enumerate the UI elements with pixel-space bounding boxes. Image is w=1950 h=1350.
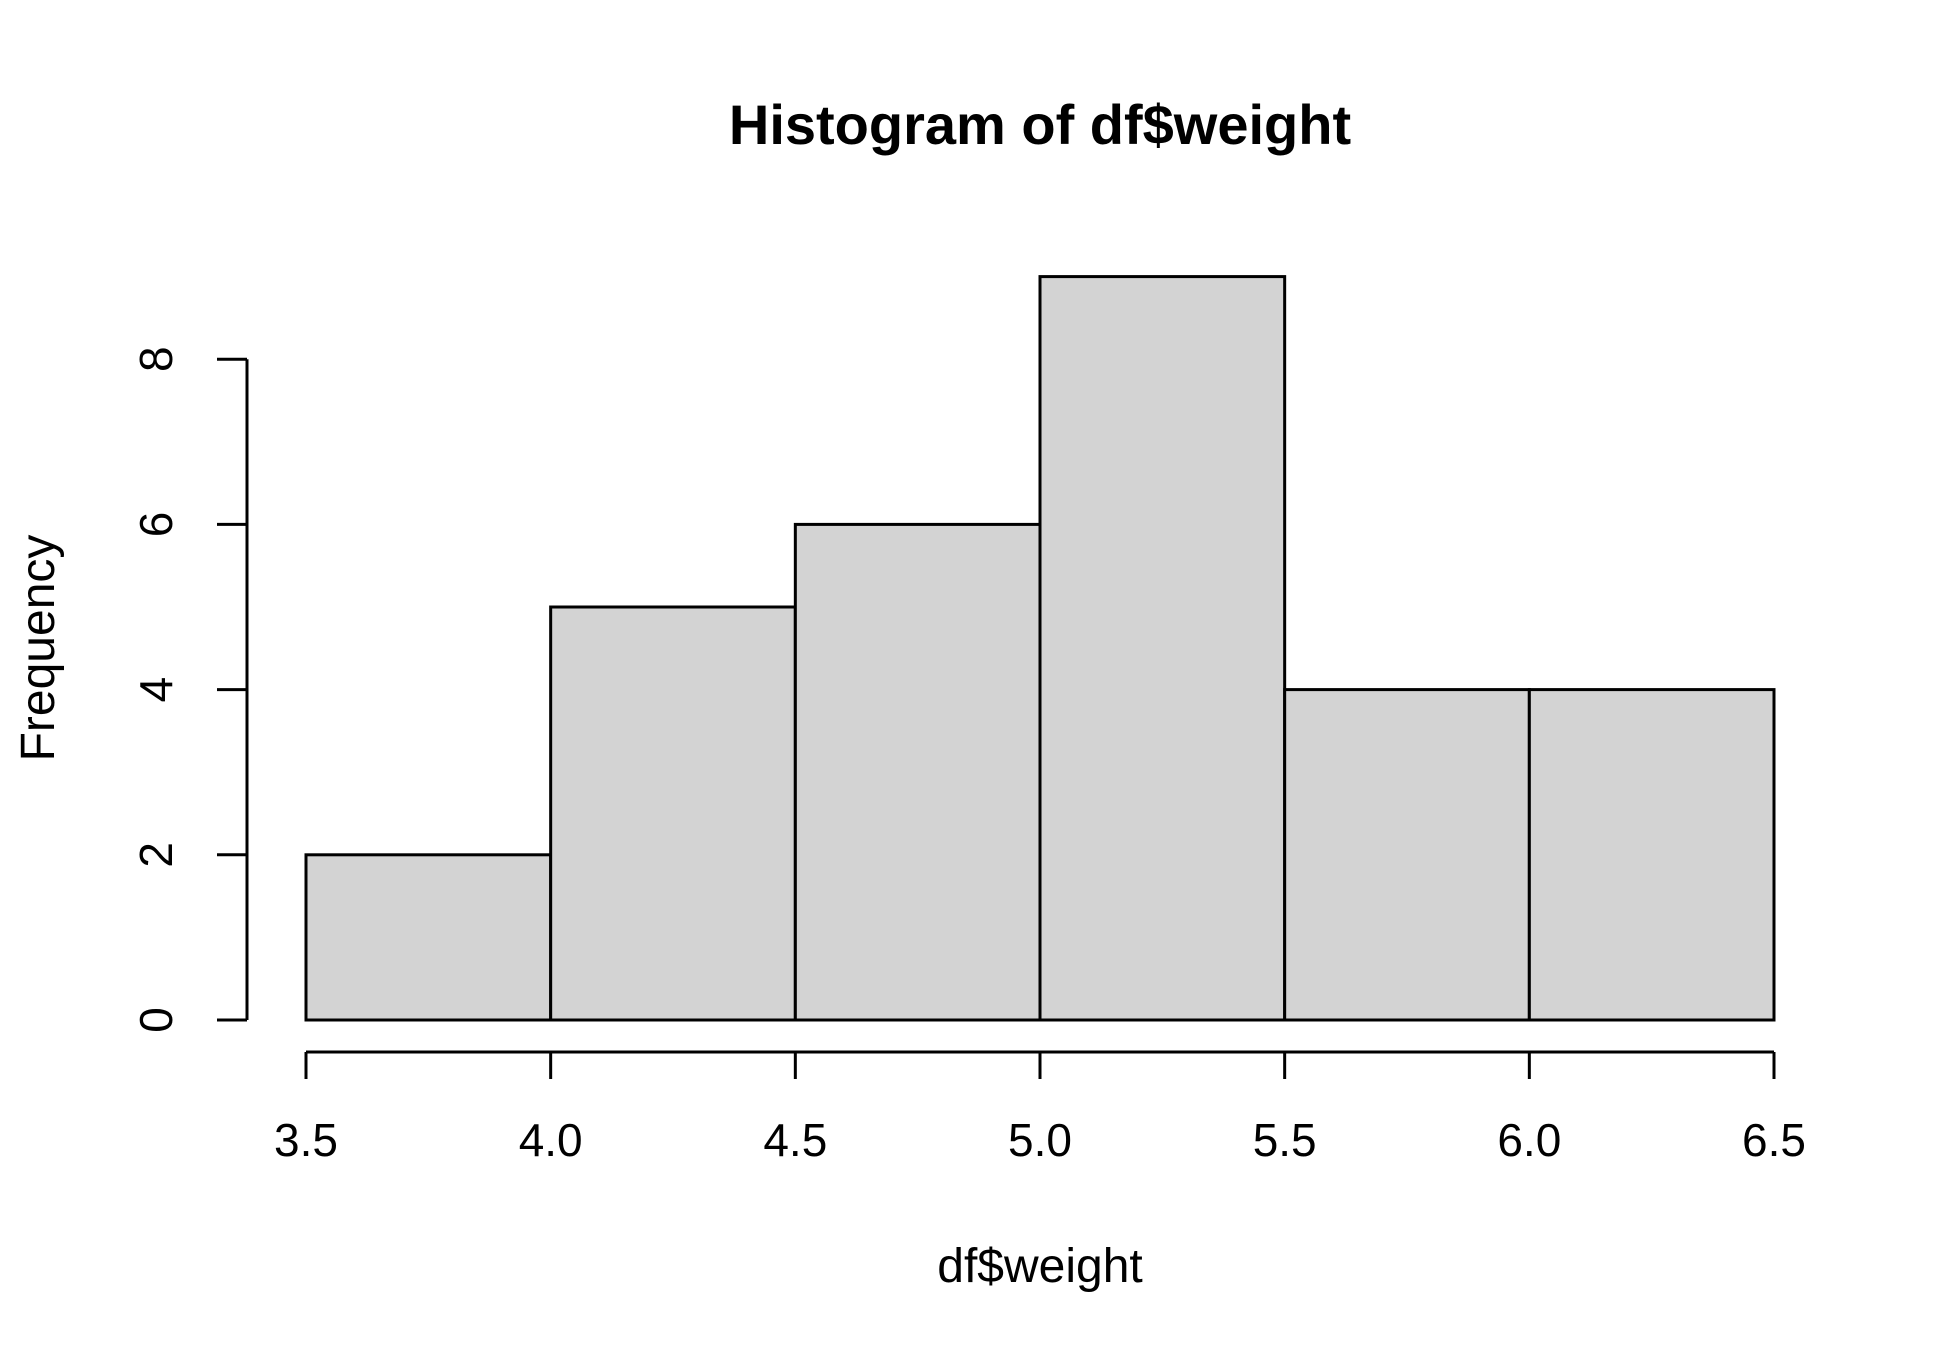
bars-group bbox=[304, 275, 1776, 1022]
x-axis: 3.5 4.0 4.5 5.0 5.5 6.0 6.5 bbox=[274, 1050, 1806, 1166]
x-tick-label-4: 5.5 bbox=[1253, 1114, 1317, 1166]
histogram-bar-2 bbox=[793, 522, 1042, 1022]
y-tick-label-4: 8 bbox=[130, 346, 182, 372]
x-tick-label-6: 6.5 bbox=[1742, 1114, 1806, 1166]
x-tick-label-0: 3.5 bbox=[274, 1114, 338, 1166]
y-tick-label-0: 0 bbox=[130, 1007, 182, 1033]
y-tick-label-2: 4 bbox=[130, 677, 182, 703]
y-axis-label: Frequency bbox=[12, 535, 65, 762]
x-tick-label-2: 4.5 bbox=[763, 1114, 827, 1166]
x-tick-label-1: 4.0 bbox=[519, 1114, 583, 1166]
x-axis-label: df$weight bbox=[937, 1240, 1142, 1293]
histogram-bar-0 bbox=[304, 853, 553, 1022]
x-tick-label-5: 6.0 bbox=[1497, 1114, 1561, 1166]
chart-title: Histogram of df$weight bbox=[729, 93, 1351, 156]
y-tick-label-3: 6 bbox=[130, 512, 182, 538]
histogram-bar-1 bbox=[549, 605, 797, 1022]
y-axis: 0 2 4 6 8 bbox=[130, 346, 249, 1033]
y-tick-label-1: 2 bbox=[130, 842, 182, 868]
histogram-bar-4 bbox=[1283, 688, 1531, 1022]
histogram-bar-5 bbox=[1527, 688, 1776, 1022]
x-tick-label-3: 5.0 bbox=[1008, 1114, 1072, 1166]
histogram-bar-3 bbox=[1038, 275, 1287, 1022]
